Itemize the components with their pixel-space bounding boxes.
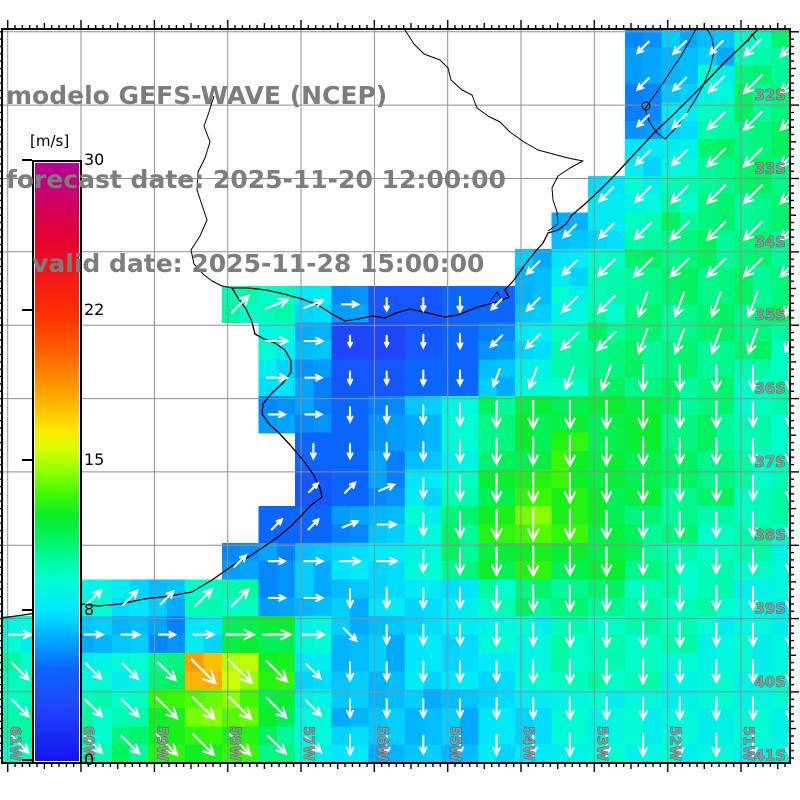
islet-marks	[490, 33, 757, 301]
river-line	[190, 95, 233, 289]
lon-label-58W: 58W	[227, 726, 243, 761]
lon-label-57W: 57W	[300, 726, 316, 761]
wind-direction-arrows	[8, 37, 790, 758]
coastline	[2, 29, 759, 619]
longitude-labels: 61W 60W 59W 58W 57W 56W 55W 54W 53W 52W 51W	[6, 726, 756, 762]
lat-label-33S: 33S	[754, 160, 786, 178]
lat-label-35S: 35S	[754, 306, 786, 324]
lon-label-61W: 61W	[7, 726, 23, 761]
lon-label-51W: 51W	[740, 726, 756, 761]
lat-label-39S: 39S	[754, 600, 786, 618]
axis-ticks	[0, 20, 799, 772]
lon-label-54W: 54W	[520, 726, 536, 761]
lat-label-34S: 34S	[754, 233, 786, 251]
lat-label-41S: 41S	[754, 746, 786, 764]
lon-label-59W: 59W	[153, 726, 169, 761]
lon-label-60W: 60W	[80, 726, 96, 761]
lat-label-40S: 40S	[754, 673, 786, 691]
lat-lon-gridlines	[2, 29, 790, 763]
inland-water-line	[404, 29, 584, 232]
latitude-labels: 32S 33S 34S 35S 36S 37S 38S 39S 40S 41S	[754, 86, 786, 765]
coastline-main	[2, 29, 759, 619]
lon-label-53W: 53W	[593, 726, 609, 761]
lat-label-36S: 36S	[754, 380, 786, 398]
lat-label-37S: 37S	[754, 453, 786, 471]
lon-label-52W: 52W	[667, 726, 683, 761]
lon-label-56W: 56W	[373, 726, 389, 761]
wind-speed-cells	[2, 29, 790, 763]
lat-label-38S: 38S	[754, 526, 786, 544]
lat-label-32S: 32S	[754, 86, 786, 104]
lon-label-55W: 55W	[447, 726, 463, 761]
